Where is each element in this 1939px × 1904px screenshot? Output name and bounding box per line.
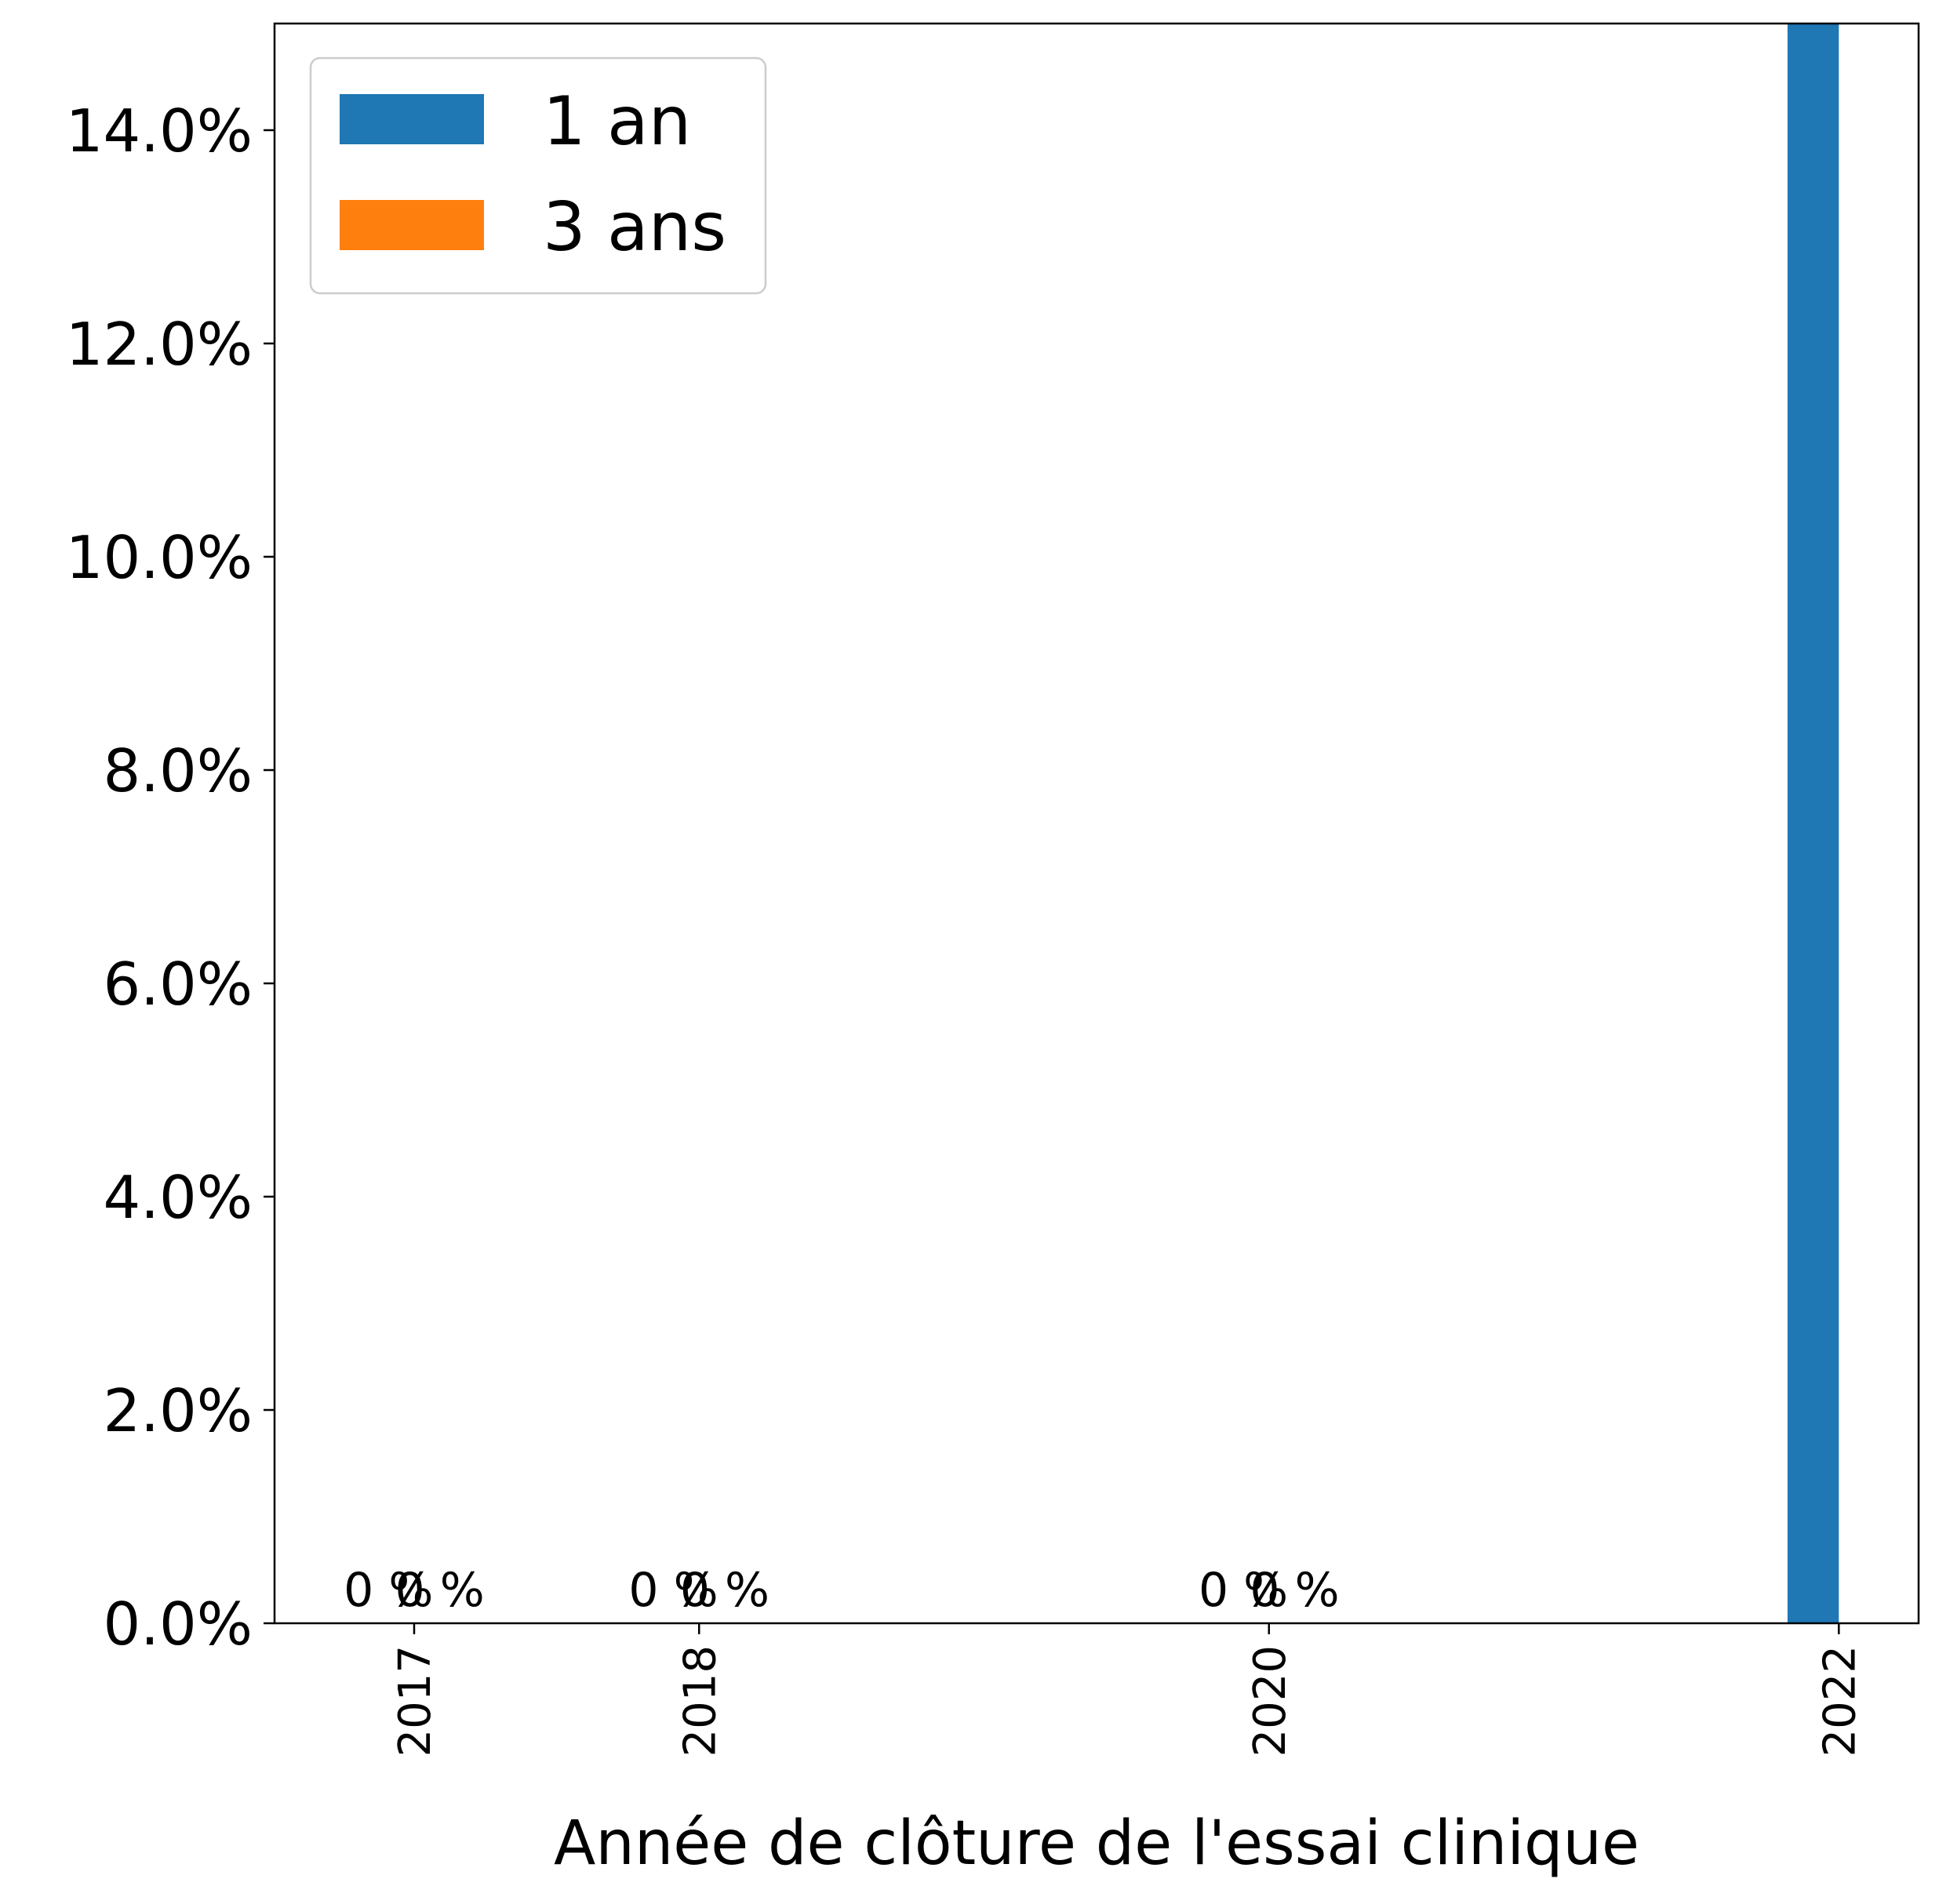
x-tick-label: 2017 — [390, 1645, 441, 1757]
data-label-1-an-2020: 0 % — [1199, 1563, 1288, 1618]
x-tick-label: 2022 — [1814, 1645, 1865, 1757]
y-tick-label: 14.0% — [66, 96, 253, 165]
data-label-3-ans-2020: 0 % — [1250, 1563, 1339, 1618]
x-tick-label: 2020 — [1245, 1645, 1296, 1757]
legend-label-3-ans: 3 ans — [543, 188, 726, 267]
data-labels-group: 0 % 0 % 0 %0 % 0 % 0 % — [344, 1563, 1339, 1618]
legend-swatch-3-ans — [340, 200, 484, 250]
data-label-3-ans-2017: 0 % — [395, 1563, 485, 1618]
y-axis: 0.0% 2.0% 4.0% 6.0% 8.0% 10.0% 12.0% 14.0% — [66, 96, 275, 1659]
plot-area-frame — [273, 22, 1920, 1625]
data-label-1-an-2017: 0 % — [344, 1563, 433, 1618]
legend: 1 an 3 ans — [309, 56, 767, 295]
y-tick-label: 4.0% — [103, 1163, 253, 1232]
y-tick-label: 8.0% — [103, 736, 253, 805]
x-axis-label: Année de clôture de l'essai clinique — [554, 1808, 1639, 1879]
y-tick-label: 6.0% — [103, 950, 253, 1019]
y-tick-label: 2.0% — [103, 1376, 253, 1445]
x-axis: 2017 2018 2020 2022 — [390, 1623, 1865, 1757]
y-tick-label: 10.0% — [66, 523, 253, 592]
legend-label-1-an: 1 an — [543, 82, 691, 161]
x-tick-label: 2018 — [675, 1645, 726, 1757]
y-tick-label: 0.0% — [103, 1590, 253, 1659]
legend-swatch-1-an — [340, 94, 484, 144]
y-tick-label: 12.0% — [66, 310, 253, 379]
data-label-3-ans-2018: 0 % — [680, 1563, 769, 1618]
data-label-1-an-2018: 0 % — [628, 1563, 718, 1618]
bars-group — [1787, 24, 1839, 1623]
bar-1-an-2022 — [1787, 24, 1839, 1623]
